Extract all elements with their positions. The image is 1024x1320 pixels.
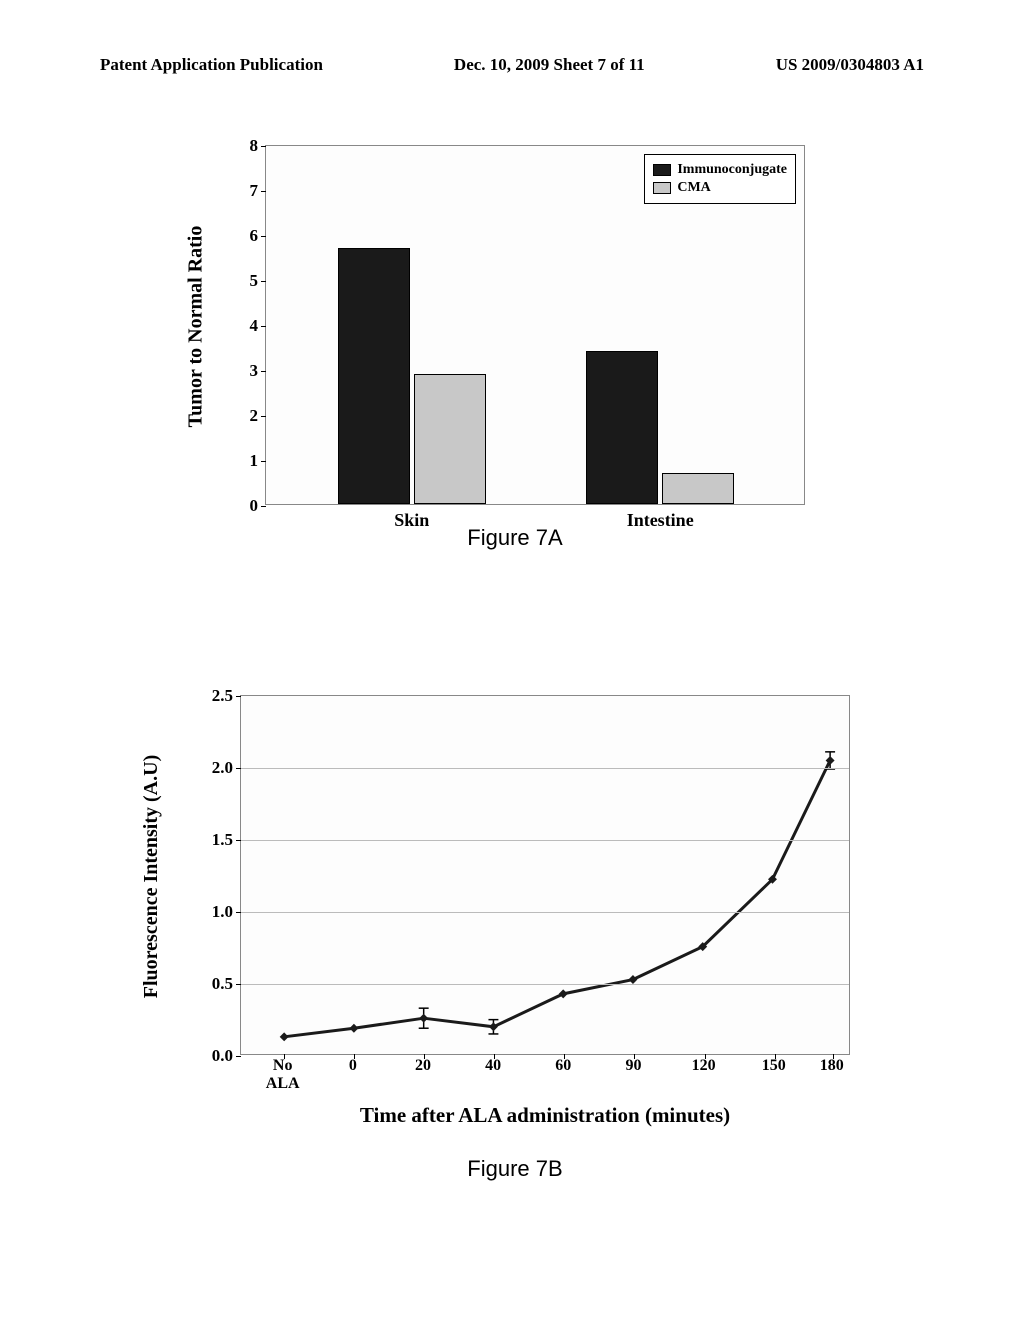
data-marker [628,975,637,984]
ytick-mark [236,984,241,985]
ytick-label: 4 [250,316,259,336]
ytick-mark [261,461,266,462]
ytick-mark [261,506,266,507]
data-marker [489,1022,498,1031]
data-marker [349,1024,358,1033]
legend-row: CMA [653,180,787,196]
ytick-label: 1 [250,451,259,471]
bar [662,473,734,505]
figure-7a-plot-area: Immunoconjugate CMA 012345678SkinIntesti… [265,145,805,505]
legend-label-immunoconjugate: Immunoconjugate [677,162,787,178]
ytick-mark [236,768,241,769]
ytick-label: 8 [250,136,259,156]
ytick-label: 2 [250,406,259,426]
ytick-label: 0 [250,496,259,516]
xtick-label: No ALA [266,1057,300,1092]
header-left: Patent Application Publication [100,55,323,75]
figure-7b-plot-area: 0.00.51.01.52.02.5 [240,695,850,1055]
ytick-mark [236,840,241,841]
ytick-mark [261,281,266,282]
ytick-label: 0.0 [212,1046,233,1066]
xtick-label: 20 [415,1057,431,1075]
series-line [284,760,830,1036]
grid-line [241,768,849,769]
figure-7a-legend: Immunoconjugate CMA [644,154,796,204]
ytick-mark [261,191,266,192]
xtick-label: 40 [485,1057,501,1075]
xtick-label: 0 [349,1057,357,1075]
data-marker [559,989,568,998]
ytick-mark [236,912,241,913]
figure-7b: Fluorescence Intensity (A.U) 0.00.51.01.… [145,695,885,1205]
figure-7b-xtick-row: No ALA 0 20 40 60 90 120 150 180 [240,1055,850,1095]
bar [586,351,658,504]
legend-swatch-immunoconjugate [653,164,671,176]
grid-line [241,840,849,841]
figure-7a: Tumor to Normal Ratio Immunoconjugate CM… [195,145,835,585]
data-marker [419,1014,428,1023]
category-label: Intestine [627,510,694,531]
ytick-label: 0.5 [212,974,233,994]
figure-7b-caption: Figure 7B [145,1156,885,1182]
header-right: US 2009/0304803 A1 [776,55,924,75]
ytick-mark [261,416,266,417]
xtick-label: 60 [555,1057,571,1075]
xtick-label: 120 [692,1057,716,1075]
bar [414,374,486,505]
xtick-label: 180 [820,1057,844,1075]
legend-row: Immunoconjugate [653,162,787,178]
ytick-label: 1.0 [212,902,233,922]
figure-7a-caption: Figure 7A [195,525,835,551]
page-header: Patent Application Publication Dec. 10, … [100,55,924,75]
figure-7b-xlabel: Time after ALA administration (minutes) [205,1103,885,1128]
ytick-label: 7 [250,181,259,201]
xtick-label: 90 [625,1057,641,1075]
legend-swatch-cma [653,182,671,194]
ytick-label: 3 [250,361,259,381]
category-label: Skin [394,510,429,531]
ytick-label: 5 [250,271,259,291]
ytick-mark [236,696,241,697]
ytick-mark [261,236,266,237]
ytick-mark [261,146,266,147]
ytick-label: 2.5 [212,686,233,706]
bar [338,248,410,505]
xtick-label: 150 [762,1057,786,1075]
ytick-label: 6 [250,226,259,246]
ytick-label: 1.5 [212,830,233,850]
ytick-mark [261,371,266,372]
grid-line [241,912,849,913]
legend-label-cma: CMA [677,180,710,196]
figure-7b-ylabel: Fluorescence Intensity (A.U) [140,755,163,998]
data-marker [280,1032,289,1041]
ytick-mark [261,326,266,327]
grid-line [241,984,849,985]
figure-7b-line-svg [241,696,849,1054]
header-center: Dec. 10, 2009 Sheet 7 of 11 [454,55,645,75]
figure-7a-ylabel: Tumor to Normal Ratio [184,226,207,428]
ytick-label: 2.0 [212,758,233,778]
